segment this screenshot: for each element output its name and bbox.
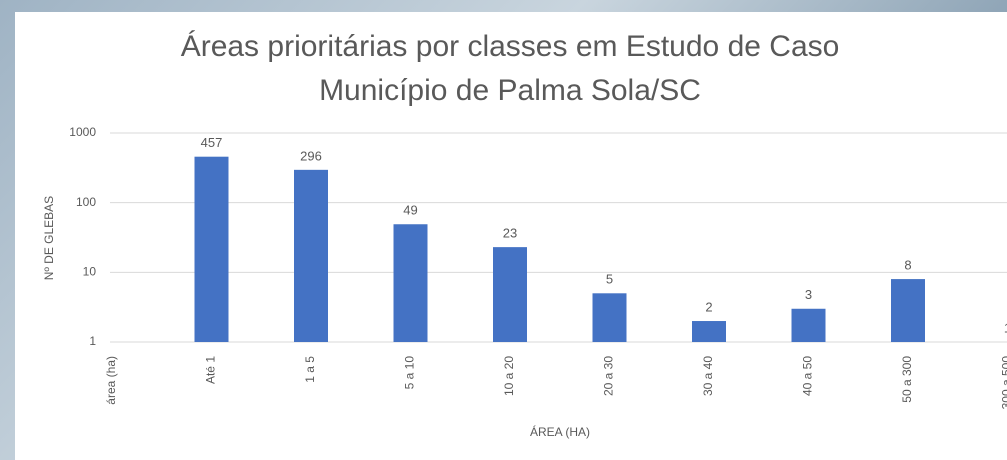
x-tick-label: 1 a 5 [303, 356, 317, 383]
bar [891, 279, 925, 342]
bar [195, 157, 229, 342]
x-tick-label: 40 a 50 [801, 356, 815, 396]
x-tick-label: 5 a 10 [403, 356, 417, 390]
x-tick-label: 10 a 20 [502, 356, 516, 396]
x-tick-label: 30 a 40 [701, 356, 715, 396]
y-axis-label: Nº DE GLEBAS [42, 196, 56, 280]
bar [294, 170, 328, 342]
chart-title: Áreas prioritárias por classes em Estudo… [181, 30, 840, 63]
bar [394, 224, 428, 342]
y-tick-label: 1000 [69, 125, 96, 139]
value-label: 49 [403, 203, 417, 218]
x-tick-label: área (ha) [104, 356, 118, 405]
bar [493, 247, 527, 342]
bar [593, 293, 627, 342]
value-label: 457 [201, 135, 223, 150]
x-tick-label: 20 a 30 [602, 356, 616, 396]
value-label: 8 [904, 258, 911, 273]
value-label: 3 [805, 287, 812, 302]
x-tick-label: 300 a 500 [1000, 356, 1007, 410]
bar [692, 321, 726, 342]
y-tick-label: 10 [83, 265, 97, 279]
page: Áreas prioritárias por classes em Estudo… [0, 0, 1007, 460]
chart: Áreas prioritárias por classes em Estudo… [0, 0, 1007, 460]
x-tick-label: 50 a 300 [900, 356, 914, 403]
chart-subtitle: Município de Palma Sola/SC [319, 74, 701, 107]
value-label: 2 [705, 299, 712, 314]
x-tick-label: Até 1 [204, 356, 218, 384]
value-label: 5 [606, 272, 613, 287]
y-tick-label: 1 [89, 334, 96, 348]
value-label: 296 [300, 148, 322, 163]
y-tick-label: 100 [76, 195, 96, 209]
x-axis-label: ÁREA (HA) [530, 424, 590, 439]
value-label: 23 [503, 226, 517, 241]
bar [792, 309, 826, 342]
